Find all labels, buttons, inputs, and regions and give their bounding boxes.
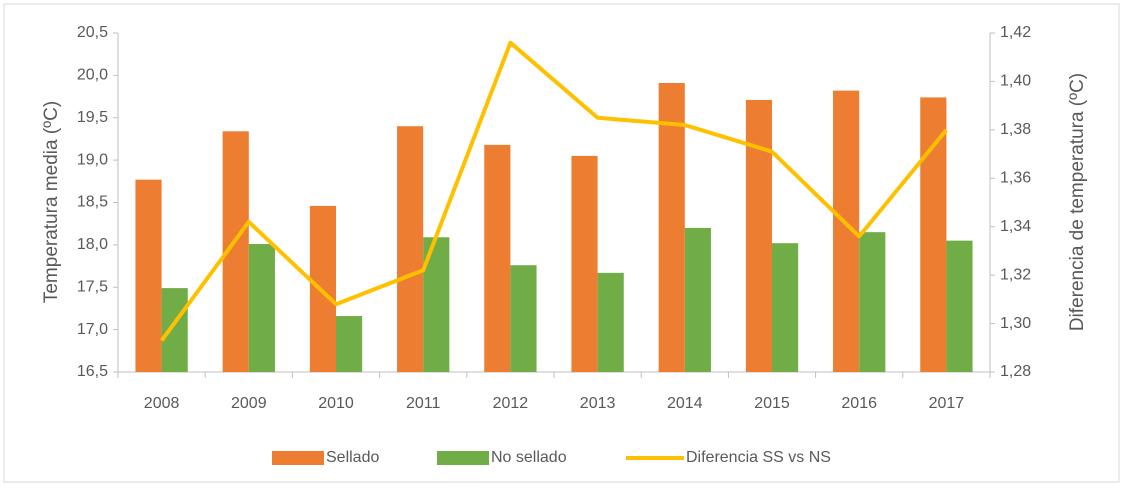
y2-tick-label: 1,42 [1000,24,1031,41]
y-tick-label: 20,0 [77,67,108,84]
y2-tick-label: 1,34 [1000,218,1031,235]
x-tick-label: 2017 [929,395,965,412]
legend-swatch [437,451,489,465]
bar [484,144,511,372]
legend-label: No sellado [491,449,567,466]
legend-label: Diferencia SS vs NS [686,449,831,466]
bar [745,99,772,372]
x-tick-label: 2009 [231,395,267,412]
x-tick-label: 2010 [318,395,354,412]
bar [772,243,799,372]
legend-swatch [272,451,324,465]
x-tick-label: 2012 [493,395,529,412]
y2-tick-label: 1,32 [1000,266,1031,283]
y-tick-label: 16,5 [77,363,108,380]
chart-frame [3,3,1120,483]
bar [248,244,275,372]
y-axis-title: Temperatura media (ºC) [41,101,62,303]
y-tick-label: 18,0 [77,236,108,253]
bar [658,83,685,372]
y2-axis-title: Diferencia de temperatura (ºC) [1067,73,1088,331]
bar [859,232,886,372]
y-tick-label: 18,5 [77,194,108,211]
x-tick-label: 2015 [754,395,790,412]
y2-tick-label: 1,28 [1000,363,1031,380]
x-tick-label: 2013 [580,395,616,412]
y-tick-label: 19,0 [77,151,108,168]
x-tick-label: 2011 [406,395,441,412]
y2-tick-label: 1,38 [1000,121,1031,138]
bar [135,179,162,372]
legend-label: Sellado [326,449,379,466]
y-tick-label: 19,5 [77,109,108,126]
x-tick-label: 2016 [841,395,877,412]
y-tick-label: 17,0 [77,321,108,338]
x-tick-label: 2008 [144,395,180,412]
y2-tick-label: 1,30 [1000,315,1031,332]
line [159,40,948,342]
bar [336,316,363,372]
y2-tick-label: 1,36 [1000,170,1031,187]
bar [571,155,598,372]
bar [684,227,711,372]
y2-tick-label: 1,40 [1000,73,1031,90]
bar [597,272,624,372]
y-tick-label: 20,5 [77,24,108,41]
bar [309,205,336,372]
x-tick-label: 2014 [667,395,703,412]
bar [510,265,537,372]
bar [920,97,947,372]
bar [161,288,188,372]
bar [946,240,973,372]
bar [397,126,424,372]
y-tick-label: 17,5 [77,278,108,295]
